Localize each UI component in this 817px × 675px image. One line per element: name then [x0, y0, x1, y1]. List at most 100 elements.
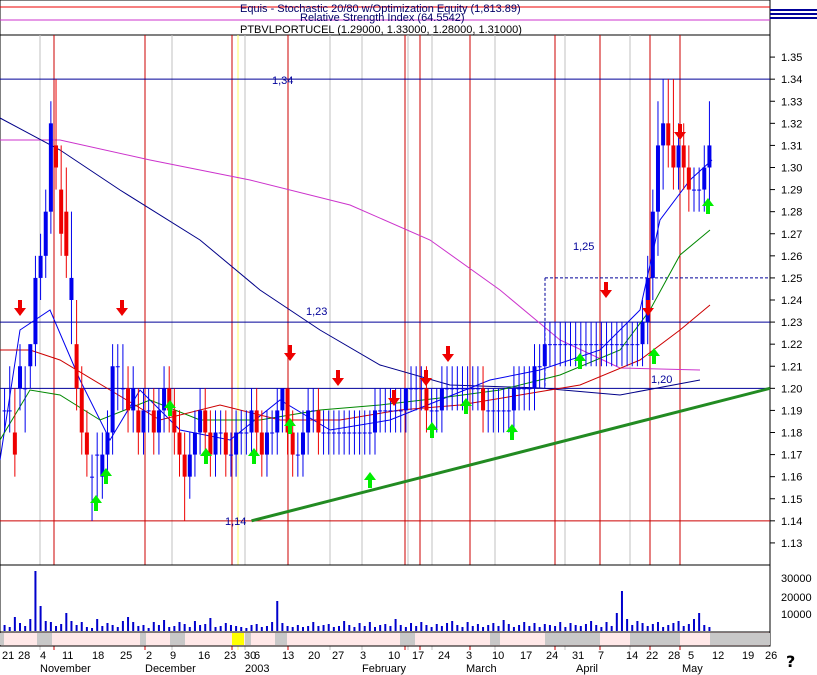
volume-bar [394, 619, 397, 631]
candle-body [162, 388, 167, 411]
volume-bar [8, 627, 11, 631]
candle-body [79, 388, 84, 433]
date-tick-label: 28 [18, 650, 30, 662]
buy-arrow-3 [200, 448, 212, 464]
date-tick-label: 25 [120, 650, 132, 662]
buy-arrow-9 [506, 424, 518, 440]
candle-body [501, 410, 506, 412]
volume-bar [358, 623, 361, 631]
volume-bar [34, 571, 37, 631]
candle-body [177, 432, 182, 455]
annotation-4: 1,14 [225, 516, 246, 528]
date-tick-label: 12 [712, 650, 724, 662]
candle-body [496, 410, 501, 412]
volume-bar [672, 623, 675, 631]
volume-bar [332, 627, 335, 631]
candle-body [342, 432, 347, 434]
candle-body [12, 432, 17, 455]
date-tick-label: 22 [646, 650, 658, 662]
candle-body [336, 432, 341, 434]
volume-bar [44, 621, 47, 631]
volume-bar [152, 622, 155, 631]
volume-bar [600, 627, 603, 631]
candle-body [697, 189, 702, 191]
volume-bar [60, 624, 63, 631]
candle-body [244, 432, 249, 434]
candle-body [131, 388, 136, 411]
candle-body [558, 344, 563, 346]
price-tick-label: 1.14 [781, 516, 802, 528]
price-tick-label: 1.31 [781, 140, 802, 152]
volume-bar [631, 625, 634, 631]
candle-body [563, 344, 568, 346]
date-strip-block-8 [545, 633, 570, 645]
candle-body [115, 366, 120, 368]
date-strip-block-2 [140, 633, 146, 645]
volume-bar [440, 626, 443, 631]
price-tick-label: 1.13 [781, 538, 802, 550]
volume-bar [456, 625, 459, 631]
help-button[interactable]: ? [786, 652, 796, 671]
volume-bar [343, 621, 346, 631]
volume-bar [204, 624, 207, 631]
candle-body [609, 344, 614, 346]
buy-arrow-6 [364, 472, 376, 488]
buy-arrow-10 [574, 353, 586, 369]
date-strip-block-4 [245, 633, 251, 645]
price-tick-label: 1.30 [781, 163, 802, 175]
volume-bar [698, 613, 701, 631]
candle-body [352, 432, 357, 434]
volume-bar [224, 623, 227, 631]
candle-body [439, 388, 444, 411]
price-tick-label: 1.29 [781, 185, 802, 197]
candle-body [635, 344, 640, 346]
month-label: February [362, 663, 407, 675]
candle-body [218, 432, 223, 434]
candle-body [517, 388, 522, 390]
candle-body [187, 454, 192, 477]
candle-body [573, 344, 578, 346]
header-line-1: Equis - Stochastic 20/80 w/Optimization … [240, 3, 521, 15]
volume-bar [24, 626, 27, 631]
candle-body [455, 388, 460, 390]
volume-bar [569, 623, 572, 631]
volume-bar [497, 626, 500, 631]
volume-bar [410, 623, 413, 631]
candle-body [450, 388, 455, 390]
candle-body [481, 388, 486, 411]
price-tick-label: 1.27 [781, 229, 802, 241]
candle-body [136, 410, 141, 433]
candle-body [270, 432, 275, 434]
candle-body [553, 344, 558, 346]
candle-body [90, 476, 95, 478]
candle-body [105, 432, 110, 455]
price-tick-label: 1.24 [781, 295, 802, 307]
volume-bar [80, 622, 83, 631]
volume-bar [265, 626, 268, 631]
volume-bar [656, 622, 659, 631]
candle-body [393, 410, 398, 412]
volume-bar [250, 625, 253, 631]
candle-body [18, 366, 23, 389]
candle-body [594, 344, 599, 346]
volume-bar [415, 626, 418, 631]
candle-body [192, 432, 197, 455]
candle-body [702, 167, 707, 190]
volume-bar [667, 625, 670, 631]
price-tick-label: 1.35 [781, 52, 802, 64]
sell-arrow-3 [332, 370, 344, 386]
candle-body [316, 410, 321, 433]
buy-arrow-12 [702, 198, 714, 214]
volume-bar [528, 626, 531, 631]
date-strip-block-3 [170, 633, 185, 645]
candle-body [223, 432, 228, 455]
candle-body [23, 388, 28, 390]
candle-body [198, 410, 203, 433]
candle-body [414, 388, 419, 390]
volume-bar [188, 627, 191, 631]
date-strip-block-6 [400, 633, 415, 645]
volume-bar [636, 621, 639, 631]
candle-body [445, 388, 450, 390]
buy-arrow-2 [164, 400, 176, 416]
